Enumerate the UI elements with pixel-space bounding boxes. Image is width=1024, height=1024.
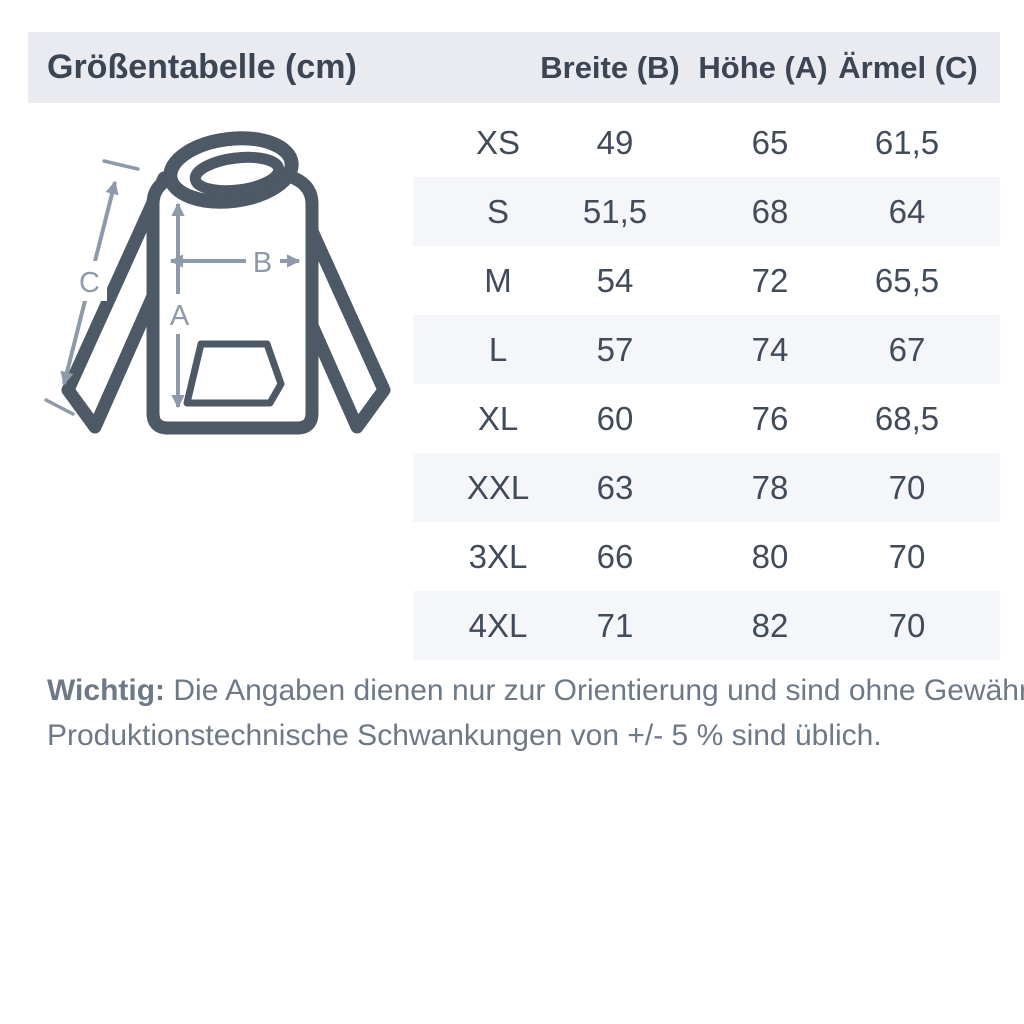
hoodie-outline-icon	[61, 131, 391, 435]
measurement-arrow-width: B	[169, 241, 301, 281]
hoehe-value: 74	[751, 330, 789, 368]
breite-value: 57	[596, 330, 634, 368]
hoehe-value: 82	[751, 606, 789, 644]
table-row-stripe	[413, 453, 1000, 522]
aermel-value: 70	[888, 606, 926, 644]
hoehe-value: 76	[751, 399, 789, 437]
disclaimer-line1: Die Angaben dienen nur zur Orientierung …	[165, 674, 1024, 707]
size-label: XS	[475, 123, 521, 161]
size-column: XS S M L XL XXL 3XL 4XL	[467, 108, 529, 660]
aermel-value: 70	[888, 468, 926, 506]
column-header-aermel: Ärmel (C)	[838, 50, 978, 85]
table-header-bar: Größentabelle (cm) Breite (B) Höhe (A) Ä…	[28, 32, 1000, 103]
aermel-value: 67	[888, 330, 926, 368]
aermel-value: 65,5	[874, 261, 940, 299]
aermel-value: 68,5	[874, 399, 940, 437]
measurement-arrow-sleeve: C	[44, 159, 140, 416]
disclaimer-important-label: Wichtig:	[47, 674, 166, 707]
column-header-breite: Breite (B)	[540, 50, 680, 85]
disclaimer-note: Wichtig: Die Angaben dienen nur zur Orie…	[47, 668, 1024, 758]
hoehe-value: 80	[751, 537, 789, 575]
size-label: XL	[477, 399, 519, 437]
breite-value: 54	[596, 261, 634, 299]
table-row-stripe	[413, 315, 1000, 384]
size-label: XXL	[466, 468, 530, 506]
table-row-stripe	[413, 591, 1000, 660]
size-label: 4XL	[468, 606, 528, 644]
breite-value: 66	[596, 537, 634, 575]
breite-column: 49 51,5 54 57 60 63 66 71	[583, 108, 647, 660]
aermel-value: 70	[888, 537, 926, 575]
label-c: C	[79, 267, 101, 299]
aermel-value: 64	[888, 192, 926, 230]
breite-value: 49	[596, 123, 634, 161]
size-label: 3XL	[468, 537, 528, 575]
hoehe-value: 72	[751, 261, 789, 299]
breite-value: 51,5	[582, 192, 648, 230]
column-header-hoehe: Höhe (A)	[698, 50, 828, 85]
kangaroo-pocket	[183, 340, 285, 407]
measurement-arrow-height: A	[164, 202, 194, 409]
label-a: A	[170, 300, 190, 332]
disclaimer-line2: Produktionstechnische Schwankungen von +…	[47, 719, 882, 752]
table-row-stripes	[413, 108, 1000, 660]
hood-inner-ring	[189, 151, 285, 197]
hoehe-value: 65	[751, 123, 789, 161]
breite-value: 63	[596, 468, 634, 506]
hoehe-value: 68	[751, 192, 789, 230]
hoehe-column: 65 68 72 74 76 78 80 82	[752, 108, 789, 660]
page-title: Größentabelle (cm)	[47, 48, 357, 86]
hoehe-value: 78	[751, 468, 789, 506]
aermel-value: 61,5	[874, 123, 940, 161]
breite-value: 60	[596, 399, 634, 437]
aermel-column: 61,5 64 65,5 67 68,5 70 70 70	[875, 108, 939, 660]
size-label: L	[488, 330, 508, 368]
size-label: M	[484, 261, 512, 299]
table-row-stripe	[413, 177, 1000, 246]
label-b: B	[253, 247, 273, 279]
hoodie-measurement-diagram: A B C	[44, 131, 391, 435]
breite-value: 71	[596, 606, 634, 644]
size-label: S	[486, 192, 509, 230]
